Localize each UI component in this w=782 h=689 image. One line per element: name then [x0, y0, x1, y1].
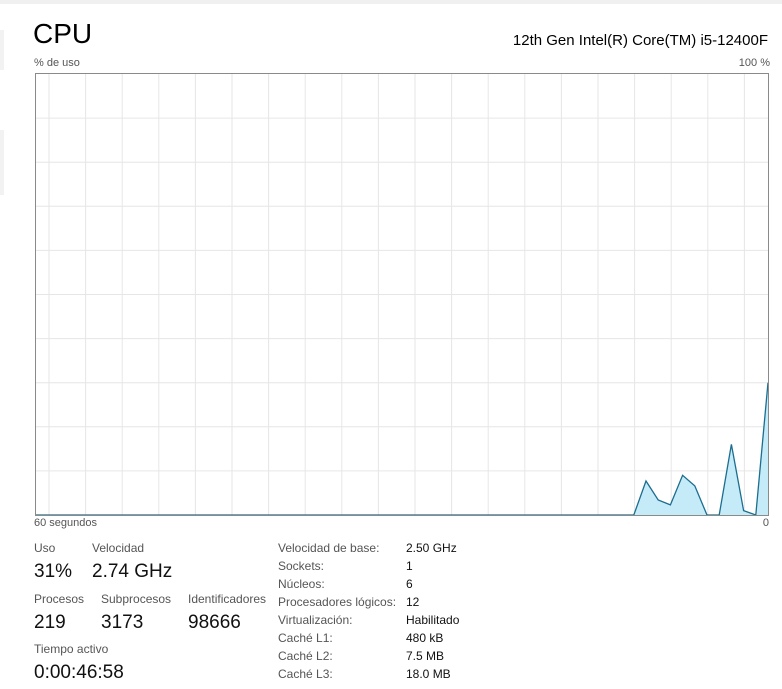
subprocesos-value: 3173 — [101, 612, 144, 633]
y-max-label: 100 % — [738, 57, 770, 69]
detail-key: Caché L3: — [278, 667, 333, 681]
cpu-usage-line — [36, 382, 768, 515]
subprocesos-label: Subprocesos — [101, 592, 172, 606]
velocidad-label: Velocidad — [92, 541, 145, 555]
uso-value: 31% — [34, 561, 73, 582]
procesos-value: 219 — [34, 612, 66, 633]
y-axis-label: % de uso — [34, 57, 80, 69]
detail-key: Sockets: — [278, 559, 325, 573]
detail-value: 6 — [406, 577, 413, 591]
x-axis-left-label: 60 segundos — [34, 517, 97, 529]
detail-key: Caché L1: — [278, 631, 333, 645]
procesos-label: Procesos — [34, 592, 85, 606]
sidebar-edge — [0, 130, 4, 195]
detail-key: Virtualización: — [278, 613, 353, 627]
top-border — [0, 0, 782, 4]
page-title: CPU — [33, 18, 93, 49]
detail-key: Velocidad de base: — [278, 541, 380, 555]
cpu-graph-svg — [36, 74, 768, 515]
detail-key: Caché L2: — [278, 649, 333, 663]
cpu-model-name: 12th Gen Intel(R) Core(TM) i5-12400F — [512, 32, 768, 49]
cpu-usage-area — [36, 382, 768, 515]
identificadores-label: Identificadores — [188, 592, 267, 606]
detail-value: 1 — [406, 559, 413, 573]
tiempo-activo-value: 0:00:46:58 — [34, 662, 124, 683]
uso-label: Uso — [34, 541, 56, 555]
detail-value: 12 — [406, 595, 420, 609]
detail-value: 480 kB — [406, 631, 444, 645]
detail-key: Núcleos: — [278, 577, 325, 591]
detail-value: 7.5 MB — [406, 649, 445, 663]
identificadores-value: 98666 — [188, 612, 241, 633]
sidebar-edge — [0, 30, 4, 70]
detail-value: 18.0 MB — [406, 667, 451, 681]
detail-value: Habilitado — [406, 613, 460, 627]
tiempo-activo-label: Tiempo activo — [34, 642, 109, 656]
detail-value: 2.50 GHz — [406, 541, 457, 555]
cpu-usage-graph — [35, 73, 769, 516]
x-axis-right-label: 0 — [762, 517, 769, 529]
velocidad-value: 2.74 GHz — [92, 561, 173, 582]
detail-key: Procesadores lógicos: — [278, 595, 397, 609]
